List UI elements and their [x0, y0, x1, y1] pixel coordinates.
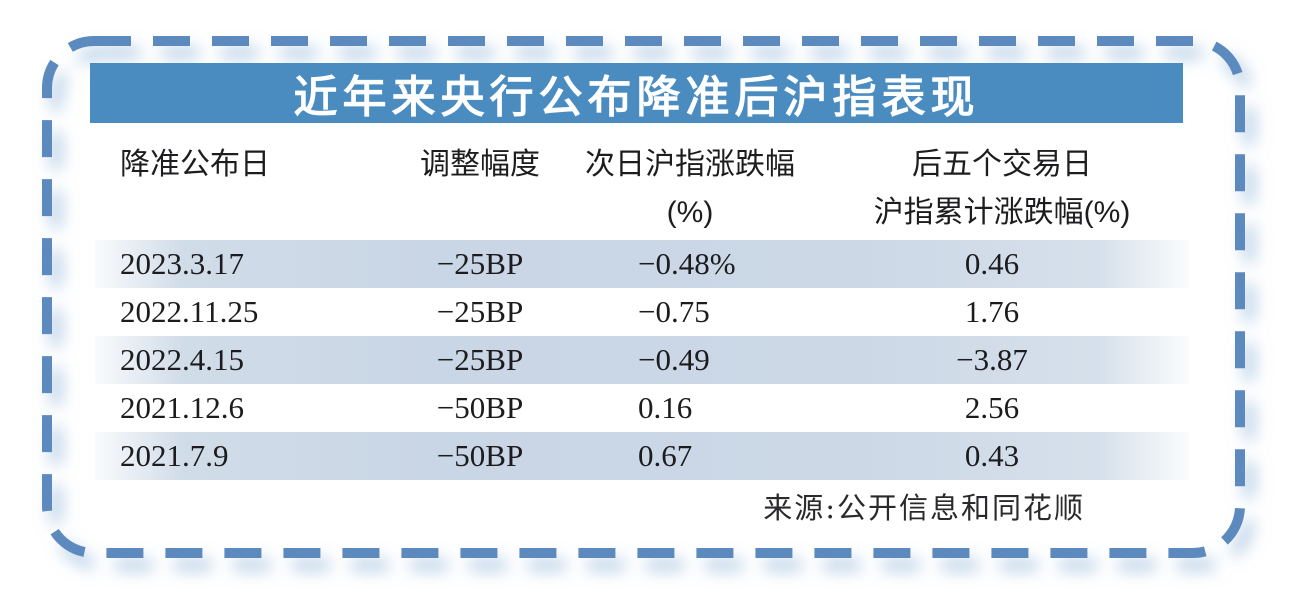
cell-adjustment: −25BP	[436, 294, 524, 329]
cell-five-day-change: −3.87	[956, 342, 1028, 377]
column-header-adjustment: 调整幅度	[420, 148, 540, 181]
table-row: 2021.7.9 −50BP 0.67 0.43	[95, 432, 1189, 480]
column-header-five-day-line1: 后五个交易日	[912, 148, 1092, 181]
cell-date: 2021.12.6	[120, 390, 244, 425]
column-header-next-day-line2: (%)	[666, 196, 714, 229]
table-body: 2023.3.17 −25BP −0.48% 0.46 2022.11.25 −…	[95, 240, 1189, 480]
table-row: 2022.4.15 −25BP −0.49 −3.87	[95, 336, 1189, 384]
cell-next-day-change: −0.49	[638, 342, 710, 377]
cell-adjustment: −50BP	[436, 438, 524, 473]
cell-date: 2021.7.9	[120, 438, 229, 473]
column-header-five-day-line2: 沪指累计涨跌幅(%)	[873, 196, 1131, 229]
cell-next-day-change: −0.48%	[638, 246, 736, 281]
table-row: 2021.12.6 −50BP 0.16 2.56	[95, 384, 1189, 432]
source-attribution: 来源:公开信息和同花顺	[763, 491, 1085, 525]
column-header-announce-date: 降准公布日	[120, 148, 270, 181]
cell-next-day-change: −0.75	[638, 294, 710, 329]
column-header-next-day-change: 次日沪指涨跌幅 (%)	[562, 147, 818, 231]
cell-next-day-change: 0.16	[638, 390, 693, 425]
cell-five-day-change: 1.76	[964, 294, 1020, 329]
table-title: 近年来央行公布降准后沪指表现	[293, 73, 980, 122]
cell-date: 2022.4.15	[120, 342, 244, 377]
cell-date: 2023.3.17	[120, 246, 244, 281]
cell-five-day-change: 0.46	[964, 246, 1020, 281]
cell-adjustment: −25BP	[436, 342, 524, 377]
cell-date: 2022.11.25	[120, 294, 259, 329]
cell-five-day-change: 2.56	[964, 390, 1020, 425]
column-header-next-day-line1: 次日沪指涨跌幅	[585, 148, 795, 181]
table-title-bar: 近年来央行公布降准后沪指表现	[90, 63, 1183, 123]
cell-adjustment: −25BP	[436, 246, 524, 281]
cell-five-day-change: 0.43	[964, 438, 1020, 473]
table-row: 2023.3.17 −25BP −0.48% 0.46	[95, 240, 1189, 288]
table-row: 2022.11.25 −25BP −0.75 1.76	[95, 288, 1189, 336]
cell-adjustment: −50BP	[436, 390, 524, 425]
column-header-five-day-change: 后五个交易日 沪指累计涨跌幅(%)	[818, 147, 1186, 231]
cell-next-day-change: 0.67	[638, 438, 693, 473]
